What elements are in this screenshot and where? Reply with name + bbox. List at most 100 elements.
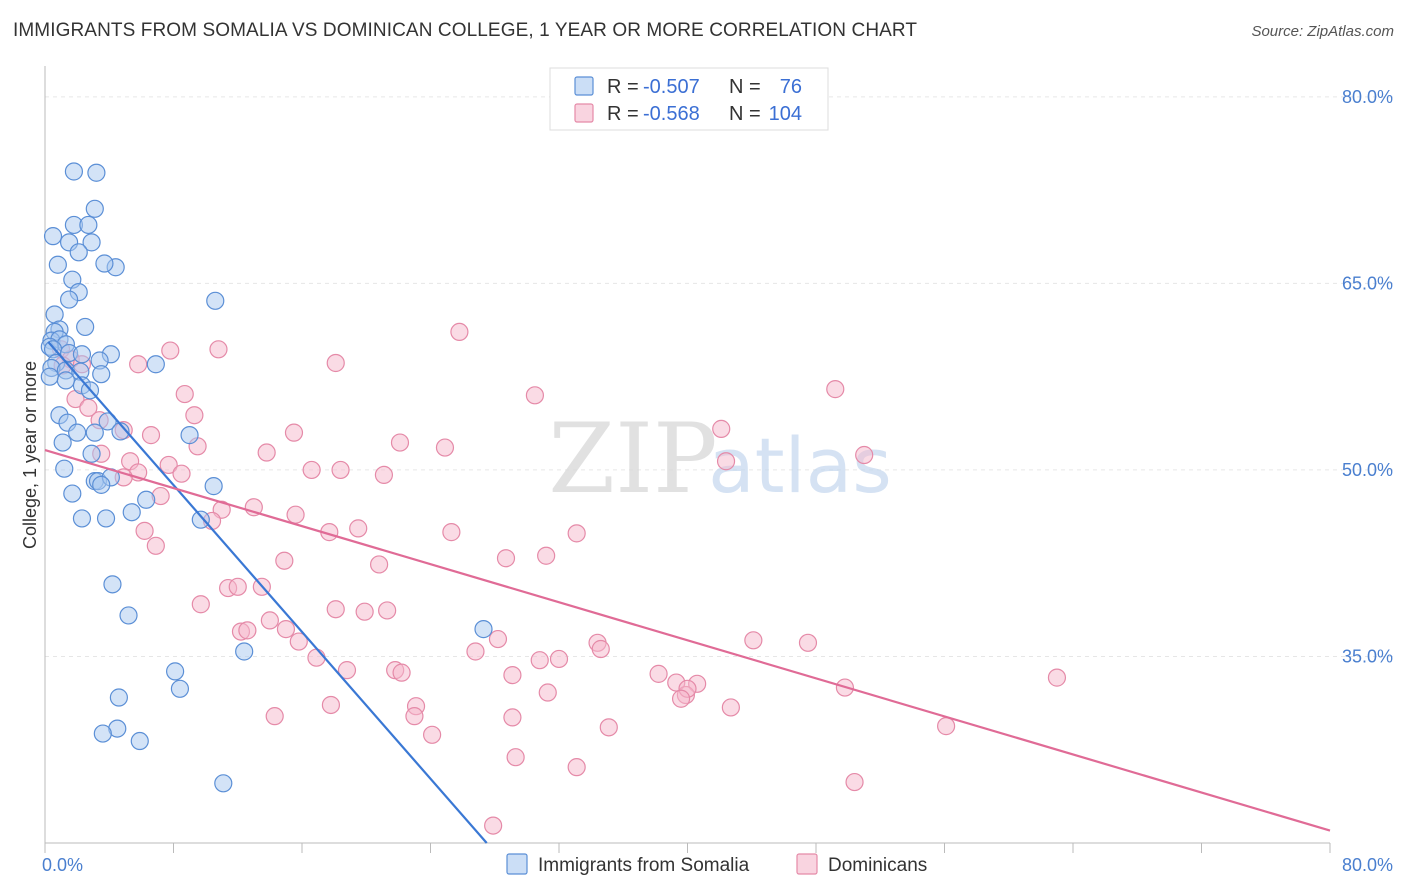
chart-title: IMMIGRANTS FROM SOMALIA VS DOMINICAN COL… (13, 20, 918, 41)
legend-r-label-somalia: R = (607, 76, 639, 98)
dominican-point (503, 666, 522, 685)
somalia-point (214, 774, 233, 793)
dominican-point (191, 595, 210, 614)
somalia-point (64, 162, 84, 181)
dominican-point (721, 698, 740, 717)
dominican-point (538, 683, 557, 702)
dominican-point (257, 443, 276, 462)
dominican-point (175, 384, 194, 404)
dominican-point (537, 546, 556, 565)
dominican-point (488, 629, 508, 649)
y-tick-label-35: 35.0% (1342, 646, 1393, 666)
dominican-point (286, 505, 305, 524)
dominican-point (275, 551, 294, 570)
somalia-point (43, 227, 63, 246)
axes (44, 66, 1331, 853)
somalia-point (82, 444, 101, 463)
somalia-trend-line (47, 341, 488, 844)
legend-swatch-somalia (574, 76, 594, 96)
dominican-point (435, 438, 455, 457)
dominican-point (378, 601, 397, 620)
somalia-point (103, 575, 122, 594)
dominican-point (337, 661, 357, 680)
legend-r-label-dominican: R = (607, 103, 639, 125)
somalia-point (40, 367, 59, 386)
dominican-point (442, 523, 461, 542)
dominican-point (496, 549, 516, 568)
dominican-point (129, 355, 148, 374)
somalia-point (170, 679, 190, 698)
somalia-point (109, 688, 128, 707)
y-tick-label-50: 50.0% (1342, 460, 1393, 480)
dominican-point (591, 639, 610, 659)
somalia-point (68, 423, 87, 442)
legend-n-label-somalia: N = (729, 76, 761, 98)
legend-r-value-dominican: -0.568 (643, 103, 700, 125)
somalia-point (87, 163, 106, 182)
dominican-point (185, 406, 204, 425)
dominican-point (549, 649, 569, 669)
zipatlas-watermark: ZIP atlas (548, 403, 891, 515)
x-tick-label-max: 80.0% (1342, 855, 1393, 875)
watermark-atlas: atlas (708, 421, 892, 510)
dominican-point (349, 519, 368, 538)
watermark-zip: ZIP (548, 403, 717, 515)
legend: R = -0.507 N = 76 R = -0.568 N = 104 (549, 67, 829, 131)
somalia-point (55, 459, 74, 478)
dominican-point (355, 602, 374, 621)
y-tick-labels: 35.0% 50.0% 65.0% 80.0% (1342, 87, 1393, 667)
dominican-point (302, 460, 321, 480)
somalia-point (137, 490, 156, 509)
somalia-point (204, 477, 223, 496)
somalia-point (191, 510, 210, 529)
somalia-point (72, 509, 92, 528)
dominican-point (276, 620, 296, 639)
dominican-point (450, 322, 469, 342)
somalia-point (130, 731, 149, 751)
somalia-point (95, 254, 114, 273)
dominican-point (855, 445, 874, 465)
somalia-point (59, 290, 79, 309)
dominican-point (798, 633, 818, 652)
y-axis-label: College, 1 year or more (20, 361, 40, 549)
dominican-point (172, 464, 191, 483)
dominican-point (826, 380, 845, 399)
dominican-point (159, 455, 178, 475)
dominican-point (716, 452, 736, 471)
somalia-point (85, 199, 104, 218)
dominican-point (146, 536, 165, 555)
legend-n-label-dominican: N = (729, 103, 761, 125)
somalia-point (72, 345, 92, 364)
dominican-point (525, 386, 545, 405)
dominican-point (374, 465, 394, 485)
somalia-point (206, 291, 225, 310)
somalia-point (93, 724, 112, 743)
legend-n-value-dominican: 104 (769, 103, 802, 125)
dominican-point (228, 577, 247, 596)
dominican-point (466, 642, 485, 661)
dominican-point (289, 632, 308, 651)
dominican-point (331, 460, 350, 480)
y-tick-label-65: 65.0% (1342, 273, 1393, 293)
somalia-point (79, 215, 98, 235)
y-tick-label-80: 80.0% (1342, 87, 1393, 107)
x-tick-label-min: 0.0% (42, 855, 83, 875)
dominican-point (265, 707, 284, 726)
dominican-point (1047, 668, 1067, 687)
dominican-point (567, 524, 586, 543)
dominican-point (599, 718, 618, 737)
somalia-point (166, 662, 185, 681)
somalia-point (96, 509, 116, 528)
dominican-point (326, 600, 345, 619)
somalia-point (82, 233, 101, 252)
somalia-point (63, 484, 82, 503)
somalia-point (98, 412, 117, 431)
somalia-point (92, 365, 111, 384)
dominican-points (51, 322, 1067, 835)
dominican-point (284, 423, 304, 442)
dominican-point (503, 708, 522, 727)
bottom-legend-label-somalia: Immigrants from Somalia (538, 855, 750, 876)
bottom-legend-label-dominican: Dominicans (828, 855, 927, 876)
dominican-point (937, 717, 956, 736)
